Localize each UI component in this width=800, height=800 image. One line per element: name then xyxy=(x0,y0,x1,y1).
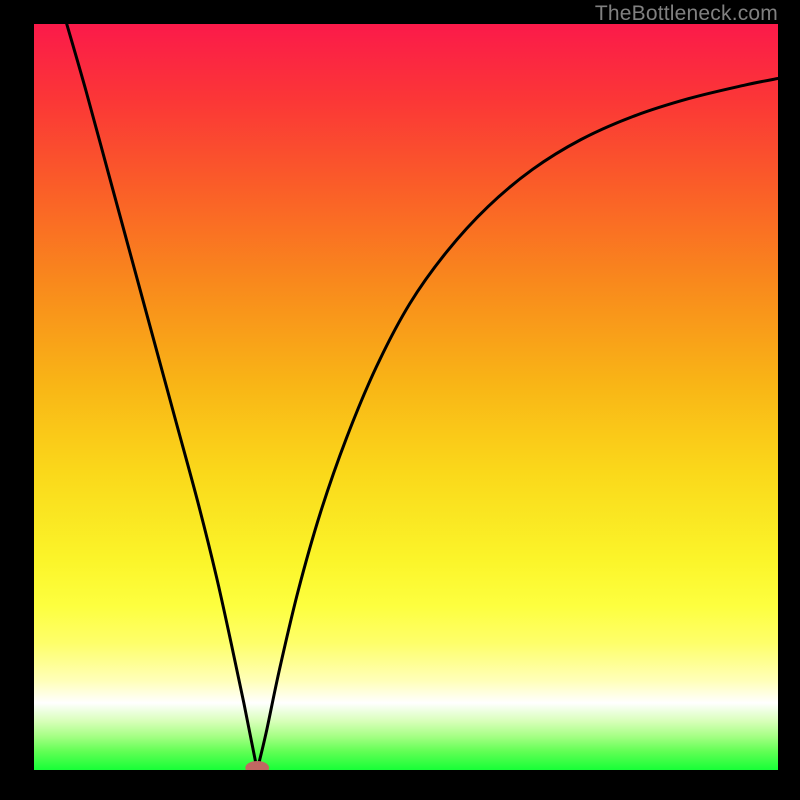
curve-right-branch xyxy=(257,78,778,770)
vertex-marker xyxy=(245,761,269,774)
curve-left-branch xyxy=(67,24,257,770)
watermark-text: TheBottleneck.com xyxy=(595,2,778,26)
chart-curve-layer xyxy=(0,0,800,800)
